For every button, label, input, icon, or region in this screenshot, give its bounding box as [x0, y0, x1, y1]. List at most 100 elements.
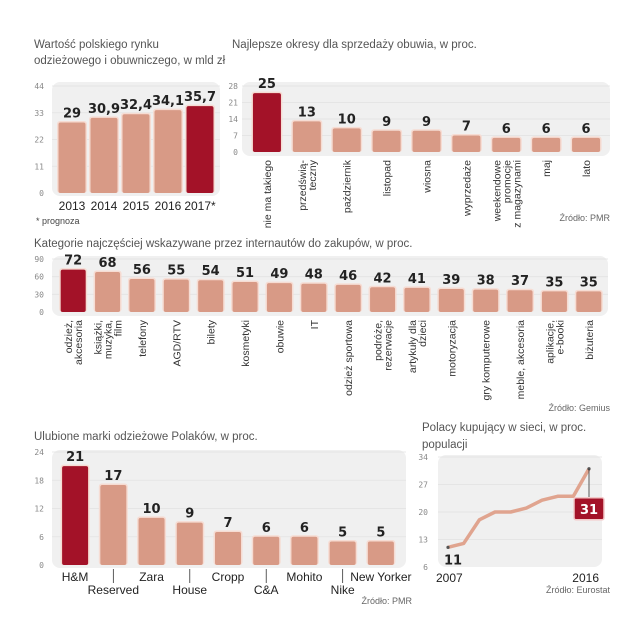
bar [291, 536, 318, 565]
category-label: wiosna [422, 160, 434, 194]
data-label: 38 [477, 274, 495, 289]
data-point [446, 545, 450, 549]
last-value-badge [573, 497, 605, 521]
bar [412, 130, 441, 152]
chart-shoe-periods: Najlepsze okresy dla sprzedaży obuwia, w… [228, 39, 610, 228]
data-label: 6 [262, 521, 271, 536]
y-tick-label: 24 [34, 448, 44, 457]
data-label: 68 [99, 256, 117, 271]
bar [58, 122, 86, 193]
y-tick-label: 20 [418, 508, 428, 517]
category-label: artykuły dla [407, 320, 419, 373]
data-label: 13 [298, 105, 316, 120]
data-label: 35 [580, 275, 598, 290]
first-value-label: 11 [444, 553, 462, 568]
data-label: 6 [582, 122, 591, 137]
category-label: gry komputerowe [481, 320, 493, 401]
category-label: podróże, [373, 320, 385, 361]
y-tick-label: 44 [34, 82, 44, 91]
bar [60, 269, 86, 312]
source-note: Źródło: PMR [361, 596, 412, 606]
data-label: 49 [270, 267, 288, 282]
data-label: 5 [338, 525, 347, 540]
category-label: odzież sportowa [343, 320, 355, 396]
bar [215, 532, 241, 565]
category-label: H&M [62, 570, 89, 584]
category-label: IT [309, 319, 321, 329]
bar [95, 271, 121, 312]
bar [198, 280, 224, 312]
category-label: 2017* [184, 199, 216, 213]
bar [335, 284, 361, 312]
category-label: rezerwacje [383, 320, 395, 371]
data-label: 55 [167, 264, 185, 279]
data-label: 5 [376, 525, 385, 540]
chart-title: Wartość polskiego rynku [34, 39, 159, 51]
plot-background [52, 256, 608, 316]
bar [473, 289, 499, 312]
data-label: 30,9 [88, 102, 120, 117]
bar [507, 290, 533, 312]
y-tick-label: 21 [228, 99, 238, 108]
category-label: październik [342, 159, 354, 213]
data-label: 21 [66, 450, 84, 465]
y-tick-label: 33 [34, 109, 44, 118]
category-label: kosmetyki [240, 320, 252, 367]
category-label: telefony [137, 319, 149, 357]
data-label: 32,4 [120, 98, 152, 113]
data-label: 42 [374, 271, 392, 286]
y-tick-label: 18 [34, 476, 44, 485]
bar [100, 484, 127, 565]
category-label: House [172, 583, 207, 597]
source-note: Źródło: Gemius [548, 403, 610, 413]
category-label: teczny [307, 159, 319, 190]
y-tick-label: 11 [34, 162, 44, 171]
y-tick-label: 0 [233, 148, 238, 157]
x-tick-label: 2007 [436, 571, 463, 585]
category-label: New Yorker [350, 570, 411, 584]
y-tick-label: 34 [418, 453, 428, 462]
chart-title: odzieżowego i obuwniczego, w mld zł [34, 55, 226, 67]
bar [138, 517, 165, 565]
footnote: * prognoza [36, 216, 80, 226]
category-label: 2013 [59, 199, 86, 213]
data-label: 29 [63, 106, 81, 121]
category-label: motoryzacja [446, 320, 458, 377]
bar [532, 137, 561, 152]
category-label: obuwie [274, 320, 286, 353]
y-tick-label: 27 [418, 481, 428, 490]
y-tick-label: 0 [39, 561, 44, 570]
category-label: akcesoria [73, 320, 85, 365]
data-label: 9 [185, 507, 194, 522]
y-tick-label: 28 [228, 82, 238, 91]
data-label: 25 [258, 77, 276, 92]
data-label: 6 [542, 122, 551, 137]
category-label: aplikacje, [544, 320, 556, 364]
data-label: 48 [305, 268, 323, 283]
chart-brands: Ulubione marki odzieżowe Polaków, w proc… [34, 431, 412, 606]
series-line [447, 467, 591, 550]
category-label: Cropp [212, 570, 245, 584]
category-label: Nike [331, 583, 355, 597]
category-label: 2015 [123, 199, 150, 213]
data-label: 39 [442, 273, 460, 288]
chart-market: Wartość polskiego rynku odzieżowego i obu… [34, 39, 226, 226]
bar [404, 287, 430, 312]
data-label: 9 [422, 115, 431, 130]
category-label: przedświą- [297, 160, 309, 211]
data-label: 37 [511, 274, 529, 289]
category-label: lato [581, 160, 593, 177]
data-label: 6 [300, 521, 309, 536]
y-tick-label: 30 [34, 290, 44, 299]
data-label: 35 [545, 275, 563, 290]
bar [90, 117, 118, 193]
category-label: dzieci [417, 320, 429, 347]
data-label: 41 [408, 272, 426, 287]
category-label: Zara [139, 570, 164, 584]
bar [576, 291, 602, 312]
y-tick-label: 0 [39, 308, 44, 317]
bar [367, 541, 394, 565]
source-note: Źródło: Eurostat [546, 585, 611, 595]
y-tick-label: 6 [423, 563, 428, 572]
data-label: 7 [223, 516, 232, 531]
